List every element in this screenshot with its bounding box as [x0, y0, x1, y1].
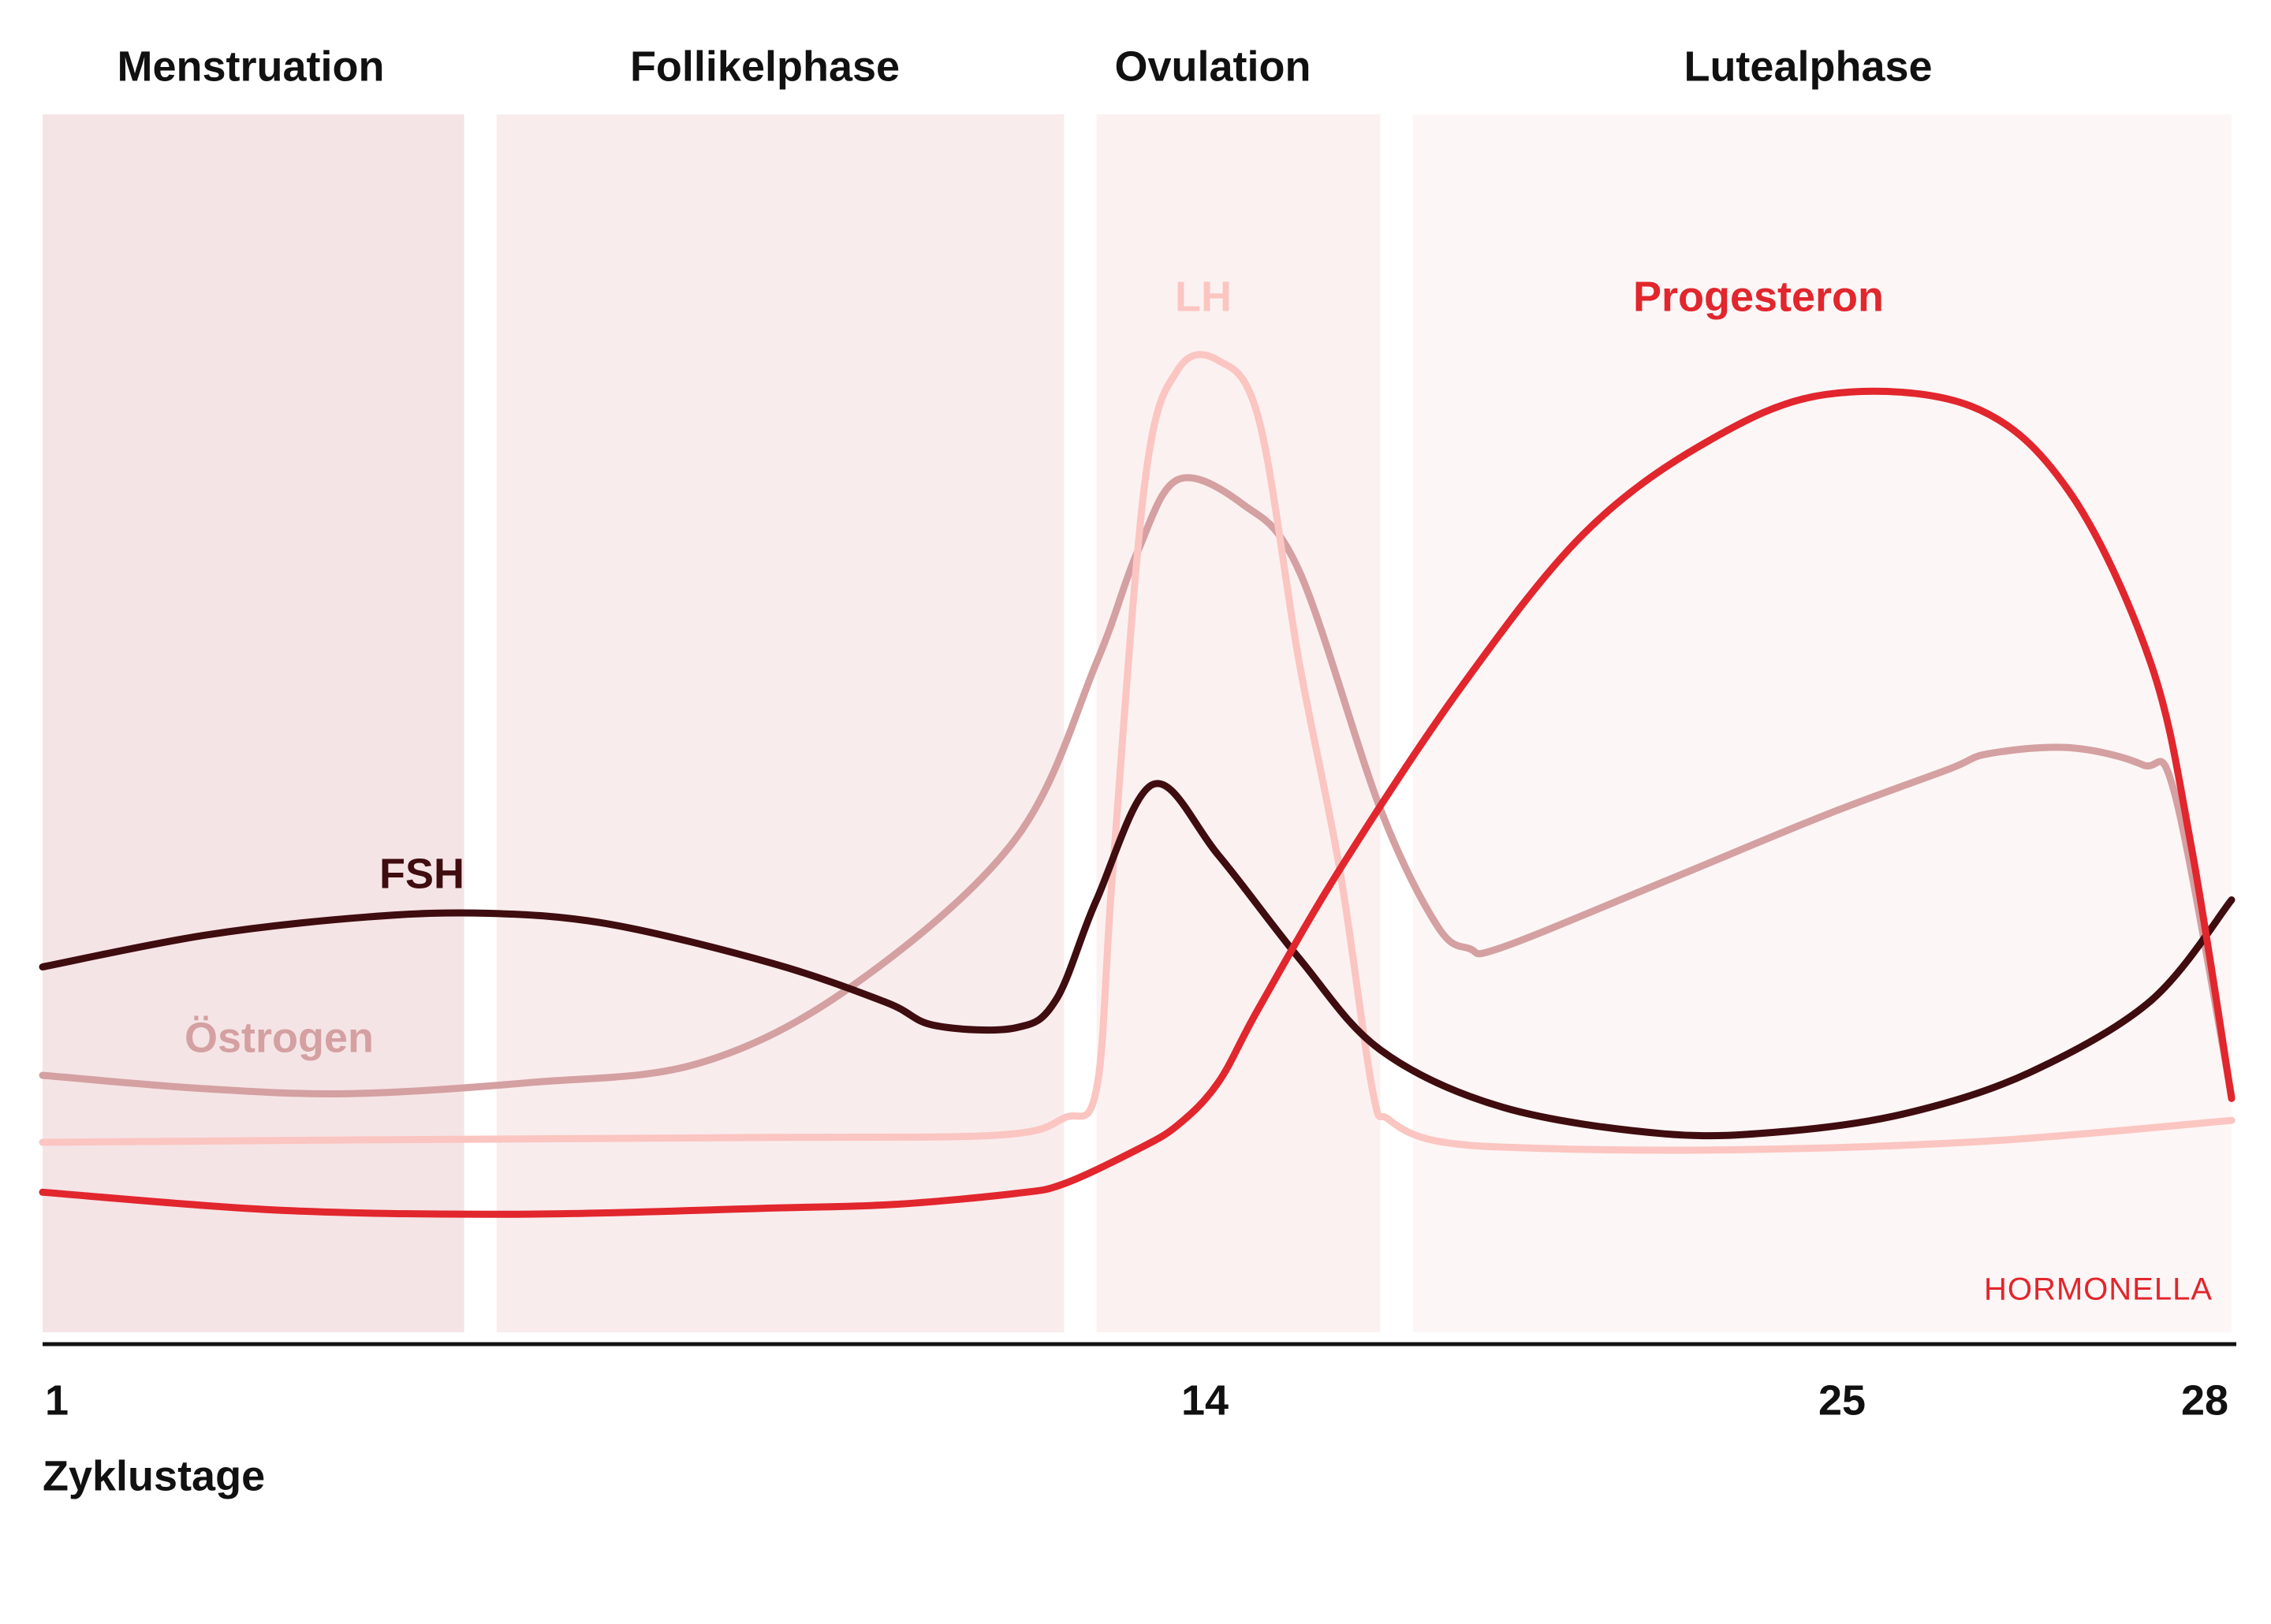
series-label-progesteron: Progesteron [1633, 273, 1884, 320]
x-tick-label-1: 1 [45, 1376, 69, 1424]
phase-band-menstruation [43, 114, 464, 1332]
phase-label-menstruation: Menstruation [117, 43, 384, 90]
curves [39, 351, 2236, 1218]
phase-label-ovulation: Ovulation [1114, 43, 1311, 90]
series-line-oestrogen [39, 474, 2236, 1100]
series-line-progesteron [39, 387, 2236, 1218]
series-line-lh [39, 351, 2236, 1154]
x-axis-title: Zyklustage [43, 1452, 265, 1499]
phase-band-follikelphase [496, 114, 1065, 1332]
series-label-fsh: FSH [379, 850, 464, 897]
phase-band-ovulation [1096, 114, 1381, 1332]
phase-label-lutealphase: Lutealphase [1684, 43, 1932, 90]
x-tick-label-28: 28 [2181, 1376, 2228, 1424]
brand-logo: HORMONELLA [1984, 1272, 2213, 1307]
x-tick-label-14: 14 [1181, 1376, 1229, 1424]
series-line-fsh [39, 780, 2236, 1140]
series-label-oestrogen: Östrogen [185, 1014, 374, 1061]
x-tick-label-25: 25 [1818, 1376, 1866, 1424]
phase-label-follikelphase: Follikelphase [630, 43, 900, 90]
series-label-lh: LH [1175, 273, 1232, 320]
